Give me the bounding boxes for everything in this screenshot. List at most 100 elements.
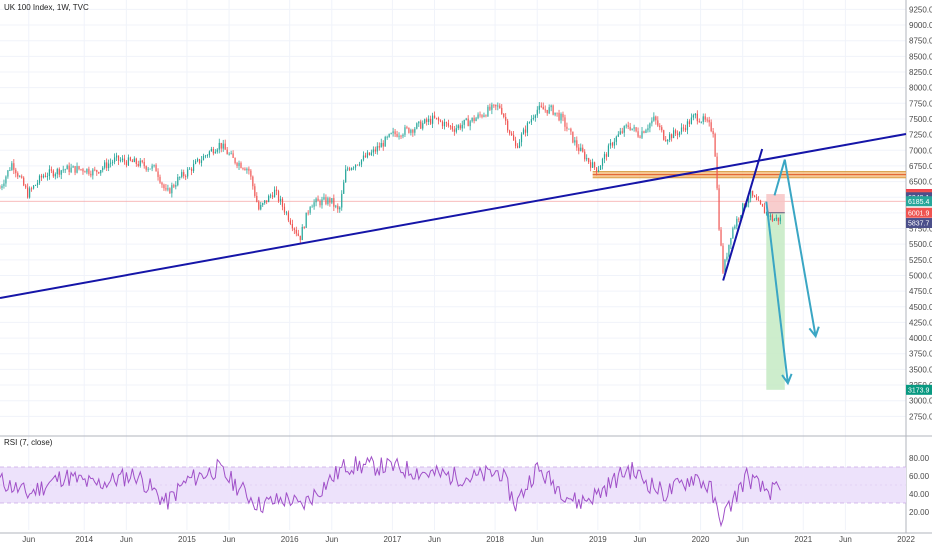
candle-body: [663, 130, 665, 140]
candle-body: [400, 135, 402, 137]
candle-body: [345, 169, 347, 183]
candle-body: [572, 131, 574, 143]
candle-body: [279, 198, 282, 202]
candle-body: [759, 200, 762, 205]
candle-body: [552, 105, 554, 115]
candle-body: [268, 195, 270, 203]
candle-body: [520, 134, 523, 143]
candle-body: [270, 195, 272, 197]
projection-1-arrowhead: [808, 326, 820, 339]
price-tick-label: 8750.0: [909, 37, 932, 46]
candle-body: [295, 229, 297, 234]
candle-body: [629, 126, 631, 130]
candle-body: [528, 122, 531, 124]
candle-body: [437, 118, 440, 121]
candle-body: [96, 170, 98, 173]
candle-body: [750, 190, 752, 199]
candle-body: [189, 168, 191, 170]
candle-body: [327, 198, 329, 204]
candle-body: [313, 202, 315, 207]
candle-body: [562, 113, 564, 118]
candle-body: [564, 117, 566, 127]
price-badge-label: 5837.7: [908, 221, 930, 228]
candle-body: [125, 161, 128, 166]
candle-body: [206, 155, 209, 156]
candle-body: [165, 188, 167, 190]
candle-body: [183, 172, 185, 177]
candle-body: [102, 167, 104, 171]
price-tick-label: 5500.0: [909, 240, 932, 249]
candle-body: [424, 119, 426, 124]
candle-body: [617, 134, 619, 137]
candle-body: [615, 136, 617, 142]
candle-body: [11, 163, 13, 171]
candle-body: [228, 153, 230, 155]
price-badge: [906, 218, 932, 229]
candle-body: [503, 113, 505, 117]
price-badge-label: 6185.4: [908, 199, 930, 206]
candle-body: [171, 185, 173, 194]
projection-1-arrow[interactable]: [773, 159, 817, 337]
long-term-support-trendline[interactable]: [0, 132, 907, 300]
price-tick-label: 5250.0: [909, 256, 932, 265]
candle-body: [761, 204, 764, 207]
candle-body: [159, 176, 161, 183]
candle-body: [611, 142, 613, 146]
candle-body: [133, 158, 135, 163]
candle-layer: [0, 102, 781, 275]
projection-2-arrow[interactable]: [765, 201, 789, 384]
candle-body: [366, 152, 369, 158]
candle-body: [518, 142, 521, 148]
candle-body: [80, 169, 82, 170]
rsi-tick-label: 40.00: [909, 490, 930, 499]
rsi-tick-label: 80.00: [909, 454, 930, 463]
candle-body: [574, 140, 576, 143]
price-badge: [906, 384, 932, 395]
candle-body: [220, 142, 222, 149]
candle-body: [177, 177, 179, 186]
time-tick-label: Jun: [120, 535, 133, 544]
candle-body: [514, 140, 517, 146]
candle-body: [457, 125, 459, 129]
rsi-tick-label: 20.00: [909, 508, 930, 517]
candle-body: [477, 114, 479, 119]
candle-body: [422, 123, 424, 129]
time-tick-label: 2022: [897, 535, 915, 544]
rising-wedge-trendline[interactable]: [722, 148, 764, 281]
candle-body: [516, 145, 519, 148]
candle-body: [194, 161, 197, 164]
candle-body: [60, 170, 62, 175]
candle-body: [13, 163, 15, 170]
candle-body: [588, 158, 590, 163]
candle-body: [163, 184, 165, 189]
candle-body: [686, 121, 689, 131]
zone-layer: [0, 171, 906, 390]
candle-body: [730, 238, 732, 245]
candle-body: [331, 198, 333, 203]
candle-body: [110, 162, 112, 164]
candle-body: [23, 177, 25, 186]
candle-body: [647, 128, 649, 131]
candle-body: [155, 164, 157, 172]
candle-body: [469, 121, 471, 127]
candle-body: [463, 119, 465, 125]
candle-body: [526, 122, 529, 133]
candle-body: [566, 126, 568, 129]
price-tick-label: 5750.0: [909, 225, 932, 234]
candle-body: [451, 126, 453, 130]
candle-body: [1, 186, 3, 188]
candle-body: [661, 127, 663, 131]
candle-body: [141, 160, 143, 162]
candle-body: [149, 168, 151, 170]
candle-body: [254, 186, 256, 196]
candle-body: [736, 218, 738, 227]
candle-body: [432, 115, 434, 124]
candle-body: [358, 164, 361, 166]
candle-body: [590, 162, 592, 168]
candle-body: [765, 212, 768, 214]
time-tick-label: Jun: [428, 535, 441, 544]
candle-body: [455, 128, 457, 132]
candle-body: [489, 106, 491, 110]
candle-body: [396, 134, 398, 137]
